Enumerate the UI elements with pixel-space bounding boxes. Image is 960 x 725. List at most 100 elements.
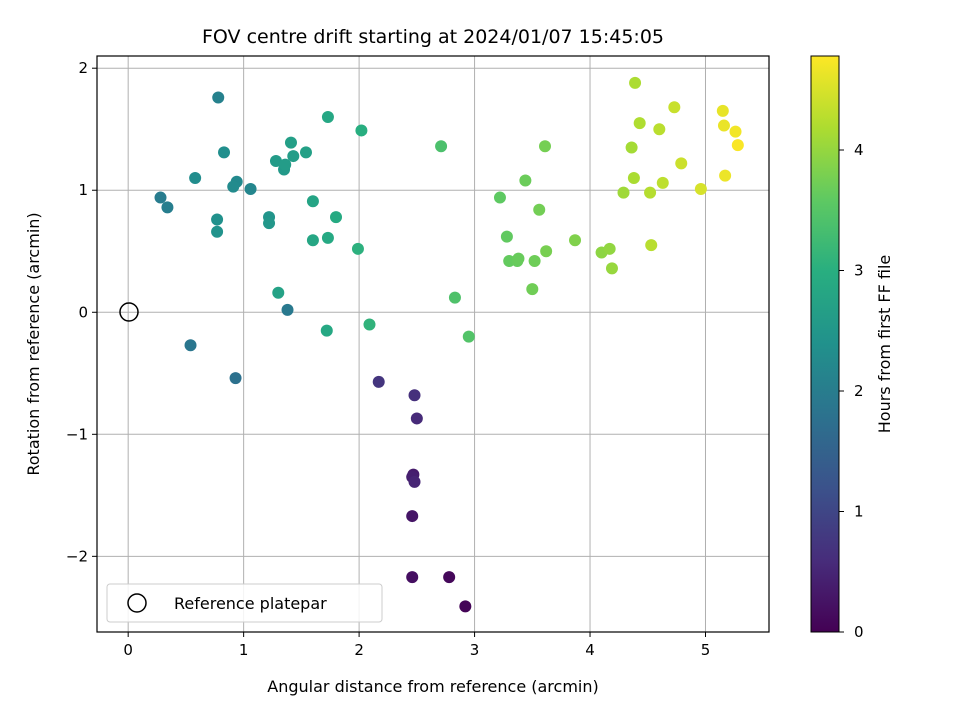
colorbar-tick-label: 0 — [854, 623, 864, 641]
data-point — [306, 195, 319, 208]
x-tick-label: 5 — [701, 641, 711, 659]
data-point — [244, 183, 257, 196]
colorbar-tick-label: 1 — [854, 502, 864, 520]
data-point — [406, 571, 419, 584]
data-point — [287, 150, 300, 163]
data-point — [569, 234, 582, 247]
x-tick-label: 0 — [123, 641, 133, 659]
legend: Reference platepar — [106, 583, 383, 623]
data-point — [617, 186, 630, 199]
y-tick-label: 2 — [78, 59, 88, 77]
data-point — [320, 324, 333, 337]
grid — [97, 56, 769, 632]
data-point — [443, 571, 456, 584]
data-point — [493, 191, 506, 204]
data-point — [211, 225, 224, 238]
data-point — [281, 303, 294, 316]
y-axis-ticks: −2 −1 0 1 2 — [66, 59, 97, 565]
data-point — [539, 140, 551, 153]
data-point — [408, 389, 421, 402]
data-point — [512, 252, 525, 265]
data-points — [154, 76, 744, 613]
data-point — [625, 141, 638, 154]
data-point — [519, 174, 532, 187]
data-point — [668, 101, 681, 114]
data-point — [272, 286, 285, 299]
x-axis-ticks: 0 1 2 3 4 5 — [123, 632, 710, 659]
data-point — [500, 230, 513, 243]
data-point — [229, 372, 242, 385]
data-point — [306, 234, 319, 247]
data-point — [321, 111, 334, 124]
data-point — [355, 124, 368, 137]
data-point — [154, 191, 167, 204]
data-point — [279, 158, 292, 171]
data-point — [603, 242, 616, 255]
data-point — [533, 203, 546, 216]
data-point — [633, 117, 646, 130]
data-point — [729, 125, 742, 138]
data-point — [189, 172, 202, 185]
colorbar-tick-label: 2 — [854, 382, 864, 400]
data-point — [717, 119, 730, 132]
y-tick-label: 1 — [78, 181, 88, 199]
data-point — [526, 283, 539, 296]
data-point — [321, 231, 334, 244]
y-tick-label: −1 — [66, 425, 88, 443]
colorbar — [810, 55, 840, 633]
data-point — [694, 183, 707, 196]
data-point — [528, 255, 541, 268]
data-point — [184, 339, 197, 352]
data-point — [656, 176, 669, 189]
data-point — [644, 186, 657, 199]
data-point — [675, 157, 688, 170]
data-point — [372, 375, 385, 388]
data-point — [731, 139, 744, 152]
data-point — [448, 291, 461, 304]
data-point — [211, 213, 224, 226]
x-tick-label: 4 — [585, 641, 595, 659]
data-point — [363, 318, 376, 331]
data-point — [161, 201, 174, 214]
data-point — [629, 76, 642, 89]
colorbar-tick-label: 3 — [854, 261, 864, 279]
data-point — [227, 180, 240, 193]
colorbar-tick-label: 4 — [854, 141, 864, 159]
data-point — [435, 140, 448, 153]
plot-frame — [96, 55, 770, 633]
data-point — [284, 136, 297, 149]
data-point — [462, 330, 475, 343]
y-axis-label: Rotation from reference (arcmin) — [24, 212, 43, 475]
data-point — [627, 172, 640, 185]
x-tick-label: 2 — [354, 641, 364, 659]
data-point — [716, 104, 729, 117]
data-point — [540, 245, 553, 258]
legend-box — [106, 583, 383, 623]
data-point — [645, 239, 658, 252]
y-tick-label: 0 — [78, 303, 88, 321]
chart-title: FOV centre drift starting at 2024/01/07 … — [202, 26, 664, 48]
data-point — [299, 146, 312, 159]
data-point — [459, 600, 472, 613]
y-tick-label: −2 — [66, 547, 88, 565]
colorbar-ticks: 0 1 2 3 4 — [839, 141, 864, 641]
data-point — [653, 123, 666, 136]
data-point — [605, 262, 618, 275]
data-point — [263, 217, 276, 230]
data-point — [269, 154, 282, 167]
x-tick-label: 1 — [239, 641, 249, 659]
data-point — [212, 91, 225, 104]
data-point — [351, 242, 364, 255]
data-point — [330, 211, 343, 224]
colorbar-label: Hours from first FF file — [875, 255, 894, 434]
data-point — [410, 412, 423, 425]
data-point — [218, 146, 231, 159]
x-axis-label: Angular distance from reference (arcmin) — [267, 677, 598, 696]
reference-platepar-marker — [119, 302, 139, 322]
legend-marker — [127, 593, 147, 613]
x-tick-label: 3 — [470, 641, 480, 659]
data-point — [408, 475, 421, 488]
legend-label: Reference platepar — [174, 594, 327, 613]
